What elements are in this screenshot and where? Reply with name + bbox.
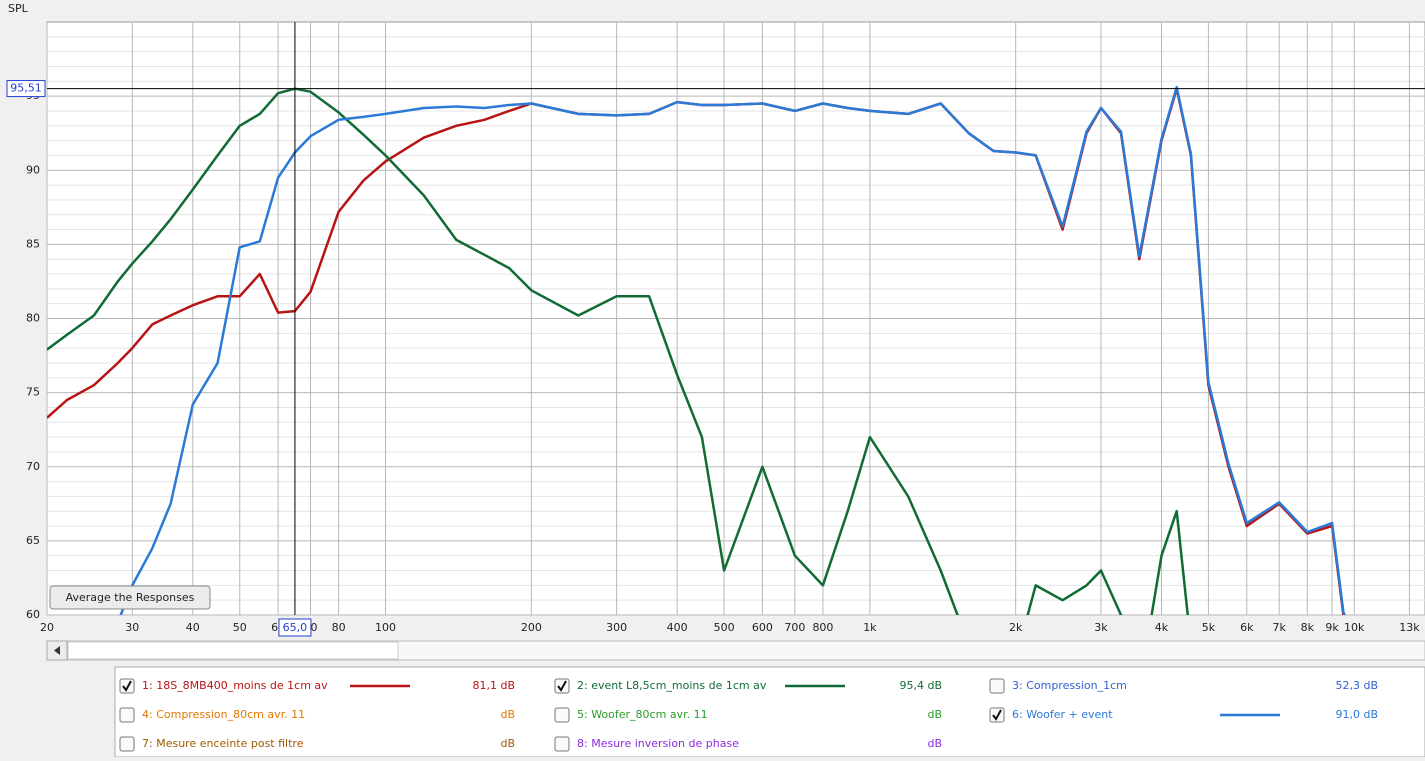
checkmark — [557, 680, 567, 692]
scroll-thumb[interactable] — [67, 641, 399, 660]
legend-reading: 91,0 dB — [1335, 708, 1378, 721]
legend-reading: dB — [500, 708, 515, 721]
x-tick-label: 400 — [667, 621, 688, 634]
checkmark — [992, 709, 1002, 721]
x-tick-label: 30 — [125, 621, 139, 634]
legend-label: 4: Compression_80cm avr. 11 — [142, 708, 305, 721]
x-tick-label: 5k — [1202, 621, 1216, 634]
legend-label: 1: 18S_8MB400_moins de 1cm av — [142, 679, 328, 692]
legend-label: 8: Mesure inversion de phase — [577, 737, 739, 750]
y-tick-label: 85 — [26, 237, 40, 250]
x-tick-label: 6k — [1240, 621, 1254, 634]
x-tick-label: 300 — [606, 621, 627, 634]
legend: 1: 18S_8MB400_moins de 1cm av 81,1 dB 2: e… — [119, 678, 1378, 752]
x-tick-label: 4k — [1155, 621, 1169, 634]
legend-label: 6: Woofer + event — [1012, 708, 1113, 721]
checkbox[interactable] — [554, 736, 570, 752]
x-tick-label: 3k — [1094, 621, 1108, 634]
legend-label: 3: Compression_1cm — [1012, 679, 1127, 692]
x-tick-label: 200 — [521, 621, 542, 634]
x-tick-label: 2k — [1009, 621, 1023, 634]
cursor-x-box — [278, 618, 312, 637]
y-tick-label: 80 — [26, 312, 40, 325]
legend-reading: 95,4 dB — [899, 679, 942, 692]
y-axis-label: SPL — [8, 2, 29, 15]
legend-label: 2: event L8,5cm_moins de 1cm av — [577, 679, 767, 692]
checkbox[interactable] — [989, 678, 1005, 694]
y-tick-label: 70 — [26, 460, 40, 473]
checkbox[interactable] — [554, 678, 570, 694]
x-tick-label: 80 — [332, 621, 346, 634]
x-tick-label: 13k — [1399, 621, 1420, 634]
y-tick-label: 60 — [26, 608, 40, 621]
checkmark — [122, 680, 132, 692]
x-tick-label: 700 — [784, 621, 805, 634]
x-tick-label: 50 — [233, 621, 247, 634]
checkbox[interactable] — [554, 707, 570, 723]
x-tick-label: 500 — [714, 621, 735, 634]
x-tick-label: 40 — [186, 621, 200, 634]
x-tick-label: 1k — [863, 621, 877, 634]
legend-reading: dB — [927, 737, 942, 750]
legend-reading: dB — [927, 708, 942, 721]
x-tick-label: 600 — [752, 621, 773, 634]
cursor-y-label: 95,51 — [10, 82, 42, 95]
average-button-label: Average the Responses — [66, 591, 195, 604]
checkbox[interactable] — [119, 678, 135, 694]
average-button[interactable] — [49, 585, 211, 610]
x-tick-label: 8k — [1301, 621, 1315, 634]
legend-reading: 81,1 dB — [472, 679, 515, 692]
x-tick-label: 9k — [1325, 621, 1339, 634]
legend-label: 7: Mesure enceinte post filtre — [142, 737, 304, 750]
cursor-y-box — [6, 80, 46, 98]
legend-reading: dB — [500, 737, 515, 750]
x-tick-label: 100 — [375, 621, 396, 634]
series-line — [47, 87, 1190, 615]
checkbox[interactable] — [989, 707, 1005, 723]
legend-panel — [114, 666, 1425, 758]
arrow-icon — [54, 646, 60, 655]
y-tick-label: 65 — [26, 534, 40, 547]
grid — [46, 22, 1425, 616]
checkbox[interactable] — [119, 736, 135, 752]
cursor-x-label: 65,0 — [283, 621, 308, 634]
checkbox[interactable] — [119, 707, 135, 723]
x-tick-label: 7k — [1273, 621, 1287, 634]
y-tick-label: 75 — [26, 386, 40, 399]
overlay: 6065707580859095203040506070801002003004… — [6, 22, 1425, 637]
x-tick-label: 20 — [40, 621, 54, 634]
series-line — [119, 85, 1346, 615]
y-tick-label: 90 — [26, 163, 40, 176]
x-tick-label: 800 — [812, 621, 833, 634]
legend-label: 5: Woofer_80cm avr. 11 — [577, 708, 708, 721]
x-tick-label: 10k — [1344, 621, 1365, 634]
legend-reading: 52,3 dB — [1335, 679, 1378, 692]
